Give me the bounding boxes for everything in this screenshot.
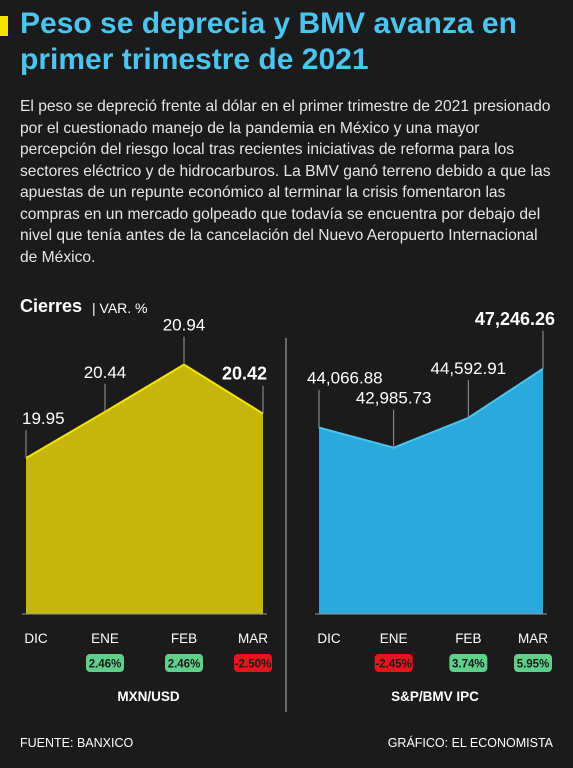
mxn-change-badge-1: [86, 654, 124, 672]
ipc-category-0: DIC: [317, 631, 341, 646]
ipc-change-label-1: -2.45%: [375, 659, 411, 671]
mxn-change-badge-2: [165, 654, 203, 672]
mxn-change-label-3: -2.50%: [235, 659, 271, 671]
ipc-value-label-0: 44,066.88: [307, 369, 383, 388]
mxn-change-label-1: 2.46%: [89, 659, 122, 671]
intro-paragraph: El peso se depreció frente al dólar en e…: [20, 98, 551, 266]
mxn-line: [25, 363, 264, 459]
ipc-category-1: ENE: [380, 631, 408, 646]
mxn-area: [26, 364, 263, 614]
mxn-value-label-0: 19.95: [22, 409, 65, 428]
title-accent-bar: [0, 16, 8, 36]
mxn-change-badge-3: [234, 654, 272, 672]
mxn-value-label-2: 20.94: [163, 316, 206, 335]
ipc-change-label-2: 3.74%: [452, 659, 485, 671]
ipc-category-2: FEB: [455, 631, 481, 646]
section-sublabel: | VAR. %: [92, 300, 148, 316]
ipc-change-label-3: 5.95%: [517, 659, 550, 671]
mxn-category-2: FEB: [171, 631, 197, 646]
ipc-value-label-2: 44,592.91: [431, 359, 507, 378]
ipc-category-3: MAR: [518, 631, 548, 646]
ipc-change-badge-1: [374, 654, 413, 672]
section-label: Cierres: [20, 296, 83, 316]
mxn-change-label-2: 2.46%: [168, 659, 201, 671]
ipc-area: [319, 368, 543, 614]
mxn-panel-title: MXN/USD: [117, 689, 180, 704]
mxn-category-3: MAR: [238, 631, 268, 646]
ipc-value-label-1: 42,985.73: [356, 389, 432, 408]
mxn-category-1: ENE: [91, 631, 119, 646]
mxn-value-label-3: 20.42: [222, 364, 267, 384]
credit-note: GRÁFICO: EL ECONOMISTA: [387, 736, 553, 750]
mxn-category-0: DIC: [24, 631, 48, 646]
ipc-change-badge-2: [449, 654, 488, 672]
page-title: Peso se deprecia y BMV avanza en primer …: [20, 7, 517, 76]
ipc-change-badge-3: [514, 654, 552, 672]
mxn-value-label-1: 20.44: [84, 363, 127, 382]
ipc-line: [318, 367, 544, 449]
ipc-value-label-3: 47,246.26: [475, 309, 555, 329]
source-note: FUENTE: BANXICO: [20, 736, 134, 750]
ipc-panel-title: S&P/BMV IPC: [391, 689, 479, 704]
